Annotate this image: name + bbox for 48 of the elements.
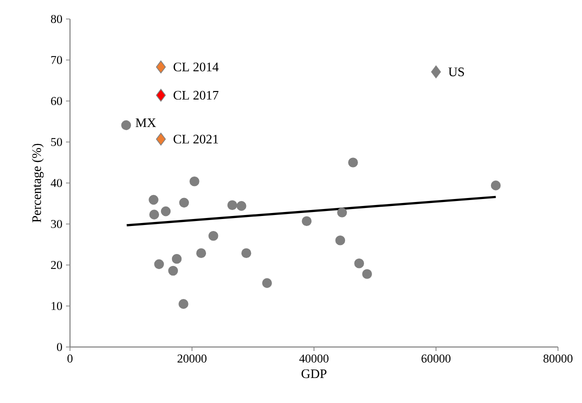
y-tick-label: 0 [56, 342, 62, 352]
point [431, 65, 441, 78]
point [348, 158, 358, 168]
point [148, 194, 158, 205]
point [190, 176, 200, 186]
point [241, 248, 252, 258]
point [160, 206, 171, 216]
point [178, 299, 188, 309]
y-tick-label: 80 [50, 14, 62, 24]
point [335, 236, 346, 246]
series-label: CL 2014 [174, 62, 219, 72]
point [208, 230, 218, 241]
point [121, 120, 132, 130]
point [156, 88, 166, 102]
y-tick-label: 20 [51, 260, 62, 270]
point [236, 201, 246, 211]
point [302, 216, 312, 226]
x-tick-label: 20000 [178, 354, 206, 363]
series-label: CL 2017 [174, 90, 218, 100]
y-tick-label: 40 [50, 178, 62, 188]
point [490, 180, 501, 190]
series-label: CL 2021 [174, 134, 218, 144]
x-tick-label: 40000 [299, 354, 328, 363]
point [156, 60, 166, 74]
y-tick-label: 10 [52, 302, 62, 310]
x-tick-label: 0 [67, 354, 73, 363]
point [337, 208, 347, 218]
y-axis-title: Percentage (%) [32, 144, 44, 222]
point [196, 248, 206, 258]
y-tick-label: 30 [51, 220, 62, 228]
point [154, 259, 164, 270]
y-tick-label: 50 [51, 138, 62, 146]
point [168, 266, 178, 276]
point [149, 210, 160, 220]
y-tick-label: 70 [51, 56, 62, 64]
point [172, 254, 182, 264]
x-axis-title: GDP [302, 369, 326, 378]
point [362, 269, 372, 279]
series-label: US [448, 68, 464, 76]
point [227, 200, 238, 210]
x-tick-label: 60000 [422, 354, 450, 363]
point [156, 132, 166, 146]
point [354, 258, 364, 268]
x-tick-label: 80000 [544, 354, 572, 363]
point [262, 278, 272, 288]
annotation: MX [136, 118, 156, 127]
point [179, 198, 189, 208]
y-tick-label: 60 [51, 96, 62, 106]
